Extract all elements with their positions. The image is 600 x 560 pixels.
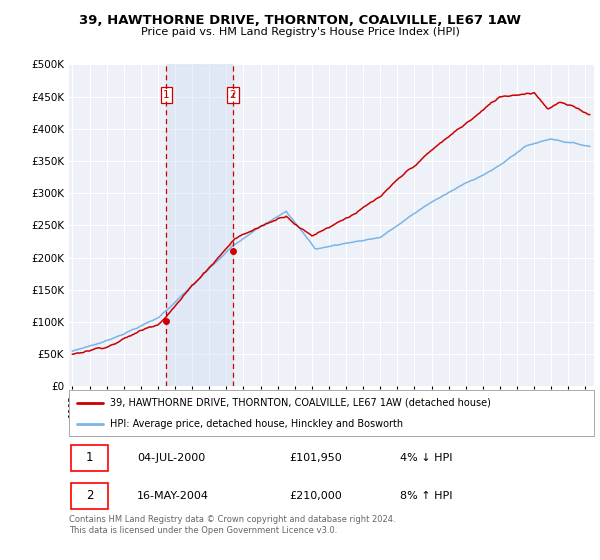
Text: HPI: Average price, detached house, Hinckley and Bosworth: HPI: Average price, detached house, Hinc… (110, 419, 403, 429)
Bar (166, 64, 233, 386)
Text: 8% ↑ HPI: 8% ↑ HPI (400, 491, 452, 501)
Text: Contains HM Land Registry data © Crown copyright and database right 2024.
This d: Contains HM Land Registry data © Crown c… (69, 515, 395, 535)
FancyBboxPatch shape (71, 483, 109, 509)
Text: 04-JUL-2000: 04-JUL-2000 (137, 453, 205, 463)
Text: 2: 2 (229, 90, 236, 100)
Text: 1: 1 (86, 451, 93, 464)
Text: 2: 2 (86, 489, 93, 502)
Text: 4% ↓ HPI: 4% ↓ HPI (400, 453, 452, 463)
Text: 16-MAY-2004: 16-MAY-2004 (137, 491, 209, 501)
Text: £210,000: £210,000 (290, 491, 342, 501)
Text: 39, HAWTHORNE DRIVE, THORNTON, COALVILLE, LE67 1AW (detached house): 39, HAWTHORNE DRIVE, THORNTON, COALVILLE… (110, 398, 491, 408)
Text: £101,950: £101,950 (290, 453, 342, 463)
Text: 1: 1 (163, 90, 170, 100)
Text: Price paid vs. HM Land Registry's House Price Index (HPI): Price paid vs. HM Land Registry's House … (140, 27, 460, 37)
FancyBboxPatch shape (71, 445, 109, 471)
Text: 39, HAWTHORNE DRIVE, THORNTON, COALVILLE, LE67 1AW: 39, HAWTHORNE DRIVE, THORNTON, COALVILLE… (79, 14, 521, 27)
